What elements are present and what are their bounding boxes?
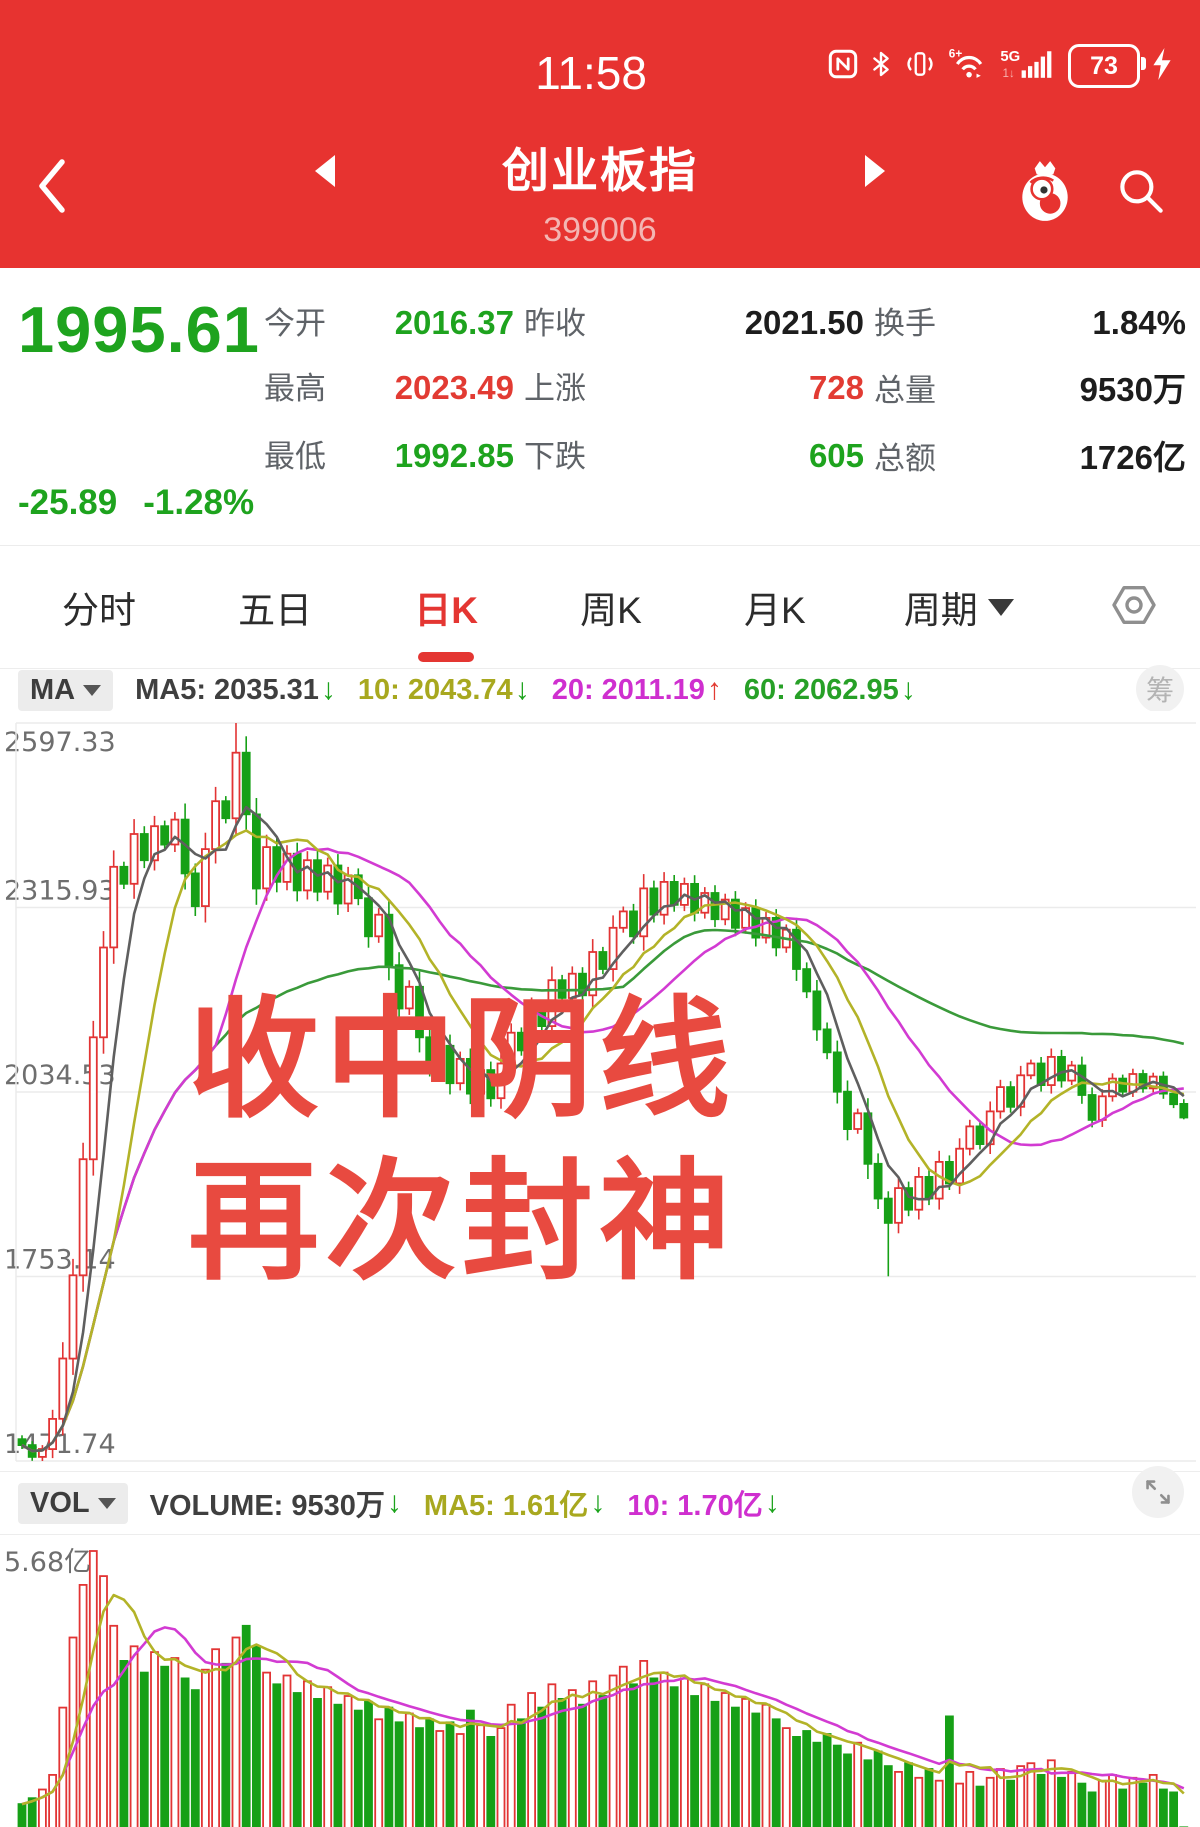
mascot-logo-icon[interactable]	[1012, 158, 1078, 229]
battery-percent: 73	[1090, 52, 1118, 81]
svg-text:2315.93: 2315.93	[4, 876, 116, 907]
change-percent: -1.28%	[143, 483, 254, 523]
fullscreen-expand-button[interactable]	[1132, 1466, 1184, 1518]
tab-5day[interactable]: 五日	[234, 566, 316, 648]
battery-indicator: 73	[1068, 44, 1140, 88]
svg-text:1471.74: 1471.74	[4, 1429, 116, 1460]
volume-chart[interactable]: 5.68亿	[0, 1534, 1200, 1827]
vol-selector-button[interactable]: VOL	[18, 1483, 128, 1524]
back-button[interactable]	[30, 154, 74, 223]
volume-value: VOLUME: 9530万↓	[150, 1482, 402, 1524]
clock: 11:58	[535, 46, 647, 100]
last-price: 1995.61	[18, 292, 264, 367]
nfc-icon	[828, 49, 858, 84]
candlestick-chart[interactable]: 2597.33 2315.93 2034.53 1753.14 1471.74 收中阴线…	[0, 711, 1200, 1471]
page-title: 创业板指	[502, 132, 698, 201]
ma20-value: 20: 2011.19↑	[552, 673, 722, 707]
header: 创业板指 399006	[0, 120, 1200, 268]
volume-ma5-value: MA5: 1.61亿↓	[424, 1482, 605, 1524]
chevron-down-icon	[83, 685, 101, 696]
svg-text:2034.53: 2034.53	[4, 1060, 116, 1091]
ma-selector-button[interactable]: MA	[18, 670, 113, 711]
charging-bolt-icon	[1152, 48, 1172, 85]
period-tab-bar: 分时 五日 日K 周K 月K 周期	[0, 546, 1200, 669]
chevron-down-icon	[98, 1498, 116, 1509]
network-type-label: 5G	[1000, 48, 1020, 64]
svg-text:1753.14: 1753.14	[4, 1245, 116, 1276]
tab-monthly-k[interactable]: 月K	[740, 566, 810, 648]
chip-distribution-button[interactable]: 筹	[1136, 665, 1184, 713]
svg-text:1↓: 1↓	[1003, 66, 1015, 79]
bluetooth-icon	[870, 49, 892, 84]
tab-daily-k[interactable]: 日K	[410, 566, 482, 648]
ma60-value: 60: 2062.95↓	[744, 673, 916, 707]
watermark-caption: 收中阴线 再次封神	[188, 979, 736, 1304]
svg-text:5.68亿: 5.68亿	[4, 1547, 91, 1578]
svg-text:2597.33: 2597.33	[4, 727, 116, 758]
tab-minute[interactable]: 分时	[58, 566, 140, 648]
chart-settings-icon[interactable]	[1108, 579, 1160, 636]
wifi-icon: 6+	[948, 48, 988, 85]
volume-ma10-value: 10: 1.70亿↓	[627, 1482, 779, 1524]
chevron-down-icon	[988, 599, 1014, 616]
price-change: -25.89 -1.28%	[18, 483, 264, 523]
prev-stock-arrow[interactable]	[315, 155, 335, 187]
volume-indicator-row: VOL VOLUME: 9530万↓ MA5: 1.61亿↓ 10: 1.70亿…	[0, 1471, 1200, 1534]
period-dropdown[interactable]: 周期	[904, 580, 1014, 634]
change-value: -25.89	[18, 483, 117, 523]
ma5-value: MA5: 2035.31↓	[135, 673, 336, 707]
vibrate-icon	[904, 49, 936, 84]
search-icon[interactable]	[1112, 162, 1170, 225]
watermark-line1: 收中阴线	[188, 979, 736, 1141]
stock-code: 399006	[543, 211, 656, 250]
watermark-line2: 再次封神	[188, 1141, 736, 1303]
next-stock-arrow[interactable]	[865, 155, 885, 187]
tab-weekly-k[interactable]: 周K	[576, 566, 646, 648]
ma-indicator-row: MA MA5: 2035.31↓ 10: 2043.74↓ 20: 2011.1…	[0, 669, 1200, 711]
ma10-value: 10: 2043.74↓	[358, 673, 530, 707]
